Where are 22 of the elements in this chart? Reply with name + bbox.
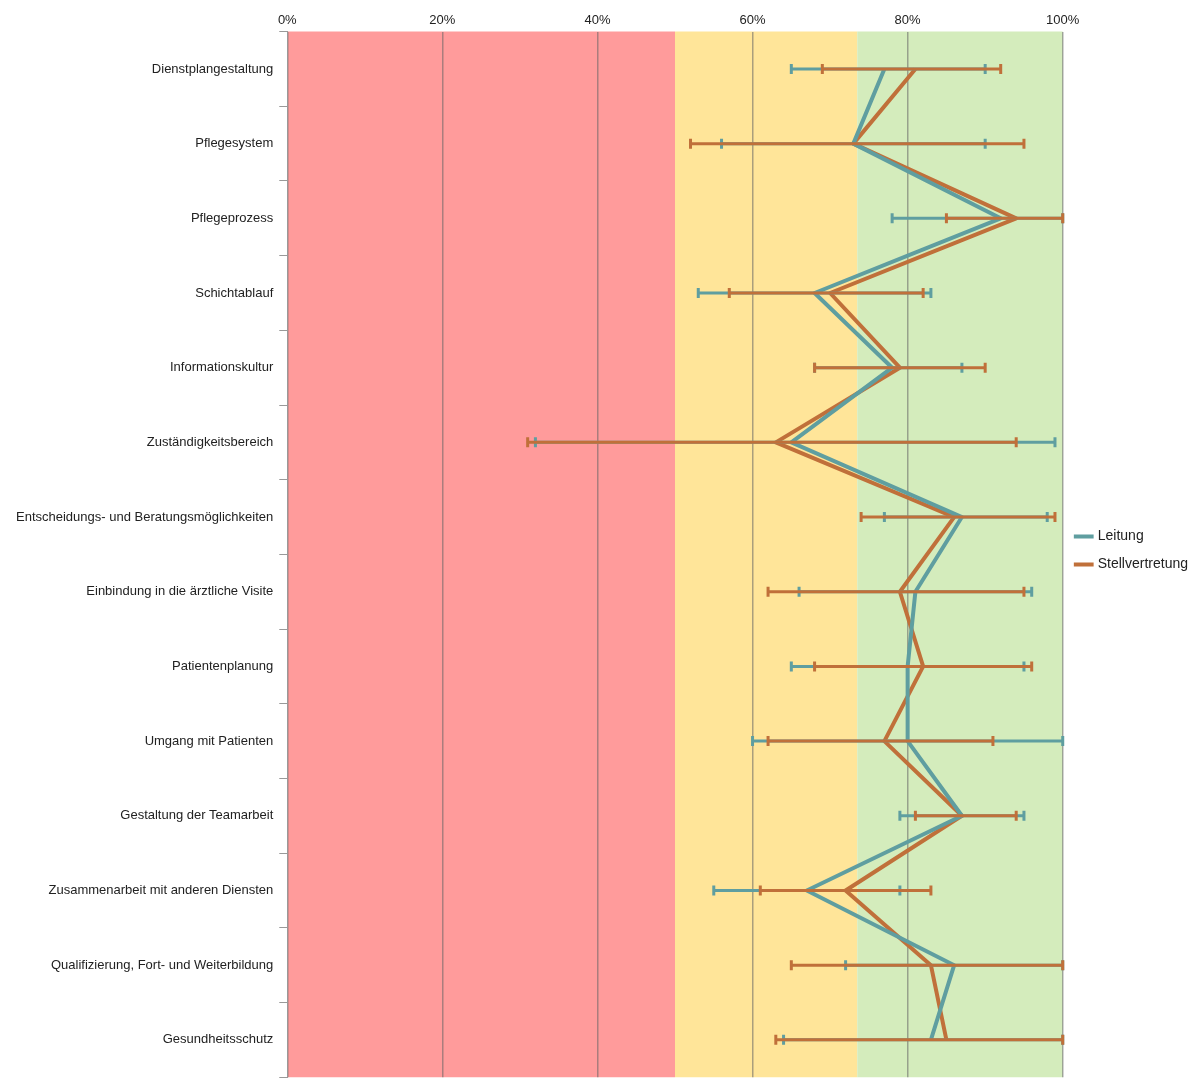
y-tick-label: Einbindung in die ärztliche Visite (86, 583, 274, 599)
y-tick-label: Pflegesystem (195, 135, 274, 151)
x-tick-label: 0% (277, 12, 298, 28)
y-tick-label: Zusammenarbeit mit anderen Diensten (48, 882, 274, 898)
legend-label: Stellvertretung (1097, 555, 1189, 572)
legend-label: Leitung (1097, 527, 1144, 544)
y-tick-label: Entscheidungs- und Beratungsmöglichkeiten (15, 508, 274, 524)
y-tick-label: Gestaltung der Teamarbeit (120, 807, 274, 823)
y-tick-label: Umgang mit Patienten (144, 732, 274, 748)
y-tick-label: Schichtablauf (195, 284, 274, 300)
y-tick-label: Qualifizierung, Fort- und Weiterbildung (50, 956, 274, 972)
x-tick-label: 20% (429, 12, 456, 28)
x-tick-label: 100% (1046, 12, 1080, 28)
x-tick-label: 40% (584, 12, 611, 28)
y-tick-label: Informationskultur (169, 359, 274, 375)
y-tick-label: Dienstplangestaltung (151, 60, 274, 76)
y-tick-label: Zuständigkeitsbereich (146, 433, 274, 449)
x-tick-label: 60% (739, 12, 766, 28)
x-tick-label: 80% (894, 12, 922, 28)
y-tick-label: Patientenplanung (172, 658, 274, 674)
y-tick-label: Pflegeprozess (190, 209, 274, 225)
y-tick-label: Gesundheitsschutz (162, 1031, 274, 1047)
